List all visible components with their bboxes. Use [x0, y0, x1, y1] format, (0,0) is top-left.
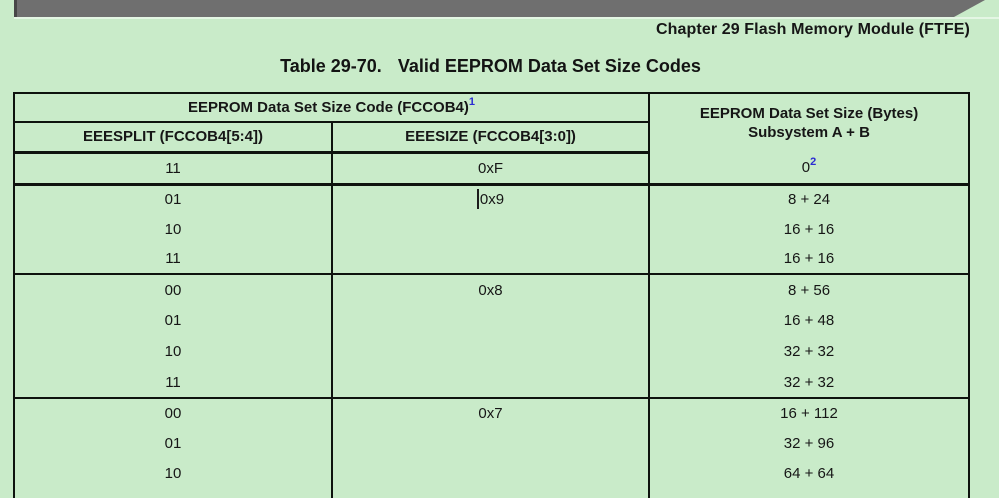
cell-size: 32 + 32	[648, 336, 970, 367]
table-caption-label: Table 29-70.	[280, 56, 382, 76]
cell-eeesize	[330, 214, 650, 244]
cell-size: 32 + 96	[648, 428, 970, 458]
header-size-line1: EEPROM Data Set Size (Bytes)	[699, 105, 919, 122]
cell-eeesize	[330, 428, 650, 458]
table-caption-title: Valid EEPROM Data Set Size Codes	[397, 56, 701, 76]
table-row: 10 16 + 16	[14, 214, 970, 244]
table-row-clipped	[14, 488, 970, 498]
header-row-sub: EEESPLIT (FCCOB4[5:4]) EEESIZE (FCCOB4[3…	[14, 122, 969, 154]
cell-eeesize	[330, 244, 650, 275]
cell-size: 02	[648, 152, 970, 186]
cell-eeesize	[330, 305, 650, 336]
table-row: 11 32 + 32	[14, 367, 970, 399]
top-bar	[14, 0, 985, 17]
table-row: 01 0x9 8 + 24	[14, 184, 970, 214]
table-row: 01 16 + 48	[14, 305, 970, 336]
table-row: 11 0xF 02	[14, 152, 970, 186]
table-row: 00 0x7 16 + 112	[14, 398, 970, 428]
cell-eeesize: 0x8	[330, 274, 650, 305]
header-fccob4-label: EEPROM Data Set Size Code (FCCOB4)	[188, 99, 469, 116]
cell-size: 8 + 56	[648, 274, 970, 305]
footnote-ref-2[interactable]: 2	[810, 155, 817, 168]
cell-eeesplit: 01	[164, 434, 182, 452]
cell-size: 64 + 64	[648, 458, 970, 488]
cell-eeesize: 0xF	[330, 152, 650, 186]
cell-eeesize	[330, 336, 650, 367]
table-row: 10 32 + 32	[14, 336, 970, 367]
size-value: 0	[801, 158, 811, 176]
header-size-line2: Subsystem A + B	[748, 124, 870, 141]
header-cell-data-set-size: EEPROM Data Set Size (Bytes) Subsystem A…	[648, 93, 970, 152]
cell-size: 16 + 112	[648, 398, 970, 428]
header-cell-eeesplit: EEESPLIT (FCCOB4[5:4])	[14, 122, 332, 154]
cell-eeesize	[330, 367, 650, 399]
cell-eeesize	[330, 458, 650, 488]
cell-eeesize: 0x7	[330, 398, 650, 428]
cell-eeesize	[330, 488, 650, 498]
cell-size	[648, 488, 970, 498]
table-row: 11 16 + 16	[14, 244, 970, 275]
header-cell-eeesize: EEESIZE (FCCOB4[3:0])	[330, 122, 650, 154]
cell-size: 16 + 16	[648, 214, 970, 244]
cell-size: 16 + 16	[648, 244, 970, 275]
cell-eeesplit: 10	[164, 220, 182, 238]
table-row: 01 32 + 96	[14, 428, 970, 458]
cell-eeesplit: 11	[14, 244, 332, 275]
table-row: 10 64 + 64	[14, 458, 970, 488]
cell-eeesplit	[14, 488, 332, 498]
header-cell-fccob4-group: EEPROM Data Set Size Code (FCCOB4)1	[14, 93, 650, 123]
eeesize-value: 0x9	[479, 190, 505, 208]
cell-eeesize: 0x9	[330, 184, 650, 214]
eeprom-size-codes-table: EEPROM Data Set Size Code (FCCOB4)1 EEPR…	[13, 92, 971, 498]
top-bar-underline	[14, 17, 999, 19]
cell-size: 32 + 32	[648, 367, 970, 399]
cell-eeesplit: 00	[164, 405, 182, 422]
cell-eeesplit: 00	[164, 281, 182, 299]
cell-size: 16 + 48	[648, 305, 970, 336]
cell-eeesplit: 10	[164, 464, 182, 482]
text-cursor-caret	[476, 188, 479, 209]
cell-eeesplit: 11	[14, 152, 332, 186]
top-bar-left-edge	[14, 0, 17, 17]
cell-size: 8 + 24	[648, 184, 970, 214]
cell-eeesplit: 10	[164, 343, 182, 360]
chapter-running-header: Chapter 29 Flash Memory Module (FTFE)	[656, 21, 970, 38]
table-caption: Table 29-70. Valid EEPROM Data Set Size …	[13, 56, 968, 77]
cell-eeesplit: 11	[14, 367, 332, 399]
footnote-ref-1[interactable]: 1	[468, 96, 476, 108]
cell-eeesplit: 01	[164, 191, 182, 209]
header-row-group: EEPROM Data Set Size Code (FCCOB4)1 EEPR…	[14, 93, 970, 152]
table-row: 00 0x8 8 + 56	[14, 274, 970, 305]
cell-eeesplit: 01	[164, 312, 182, 329]
